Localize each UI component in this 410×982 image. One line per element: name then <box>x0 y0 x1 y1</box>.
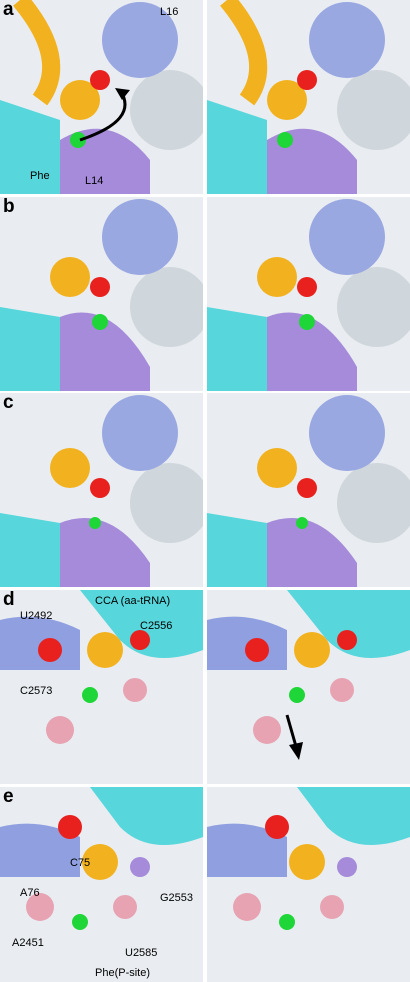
molecular-render <box>0 0 203 194</box>
panel-letter: b <box>3 197 15 217</box>
panel-letter: c <box>3 393 14 413</box>
stereo-left-image <box>0 0 203 194</box>
stereo-right-image <box>207 0 410 194</box>
molecular-render <box>0 393 203 587</box>
label-a76: A76 <box>20 887 40 899</box>
panel-c: c <box>0 393 410 587</box>
stereo-left-image <box>0 197 203 391</box>
label-u2492: U2492 <box>20 610 53 622</box>
molecular-render <box>207 590 410 784</box>
stereo-left-image <box>0 787 203 982</box>
panel-d: d U2492 CCA (aa-tRNA) C2556 C2573 <box>0 590 410 784</box>
molecular-render <box>207 0 410 194</box>
panel-letter: a <box>3 0 14 20</box>
stereo-right-image <box>207 393 410 587</box>
molecular-render <box>0 197 203 391</box>
stereo-left-image <box>0 590 203 784</box>
label-cca: CCA (aa-tRNA) <box>95 595 171 607</box>
panel-e: e C75 A76 G2553 A2451 U2585 Phe(P-site) <box>0 787 410 982</box>
molecular-render <box>207 197 410 391</box>
panel-a: a L16 Phe L14 <box>0 0 410 194</box>
panel-letter: e <box>3 787 14 807</box>
molecular-render <box>0 787 203 982</box>
label-l16: L16 <box>160 6 179 18</box>
label-c75: C75 <box>70 857 91 869</box>
molecular-render <box>207 393 410 587</box>
molecular-render <box>207 787 410 982</box>
stereo-left-image <box>0 393 203 587</box>
stereo-right-image <box>207 197 410 391</box>
label-phe-p-site: Phe(P-site) <box>95 967 151 979</box>
label-c2556: C2556 <box>140 620 173 632</box>
label-g2553: G2553 <box>160 892 194 904</box>
stereo-right-image <box>207 787 410 982</box>
stereo-right-image <box>207 590 410 784</box>
label-u2585: U2585 <box>125 947 158 959</box>
label-phe: Phe <box>30 170 50 182</box>
label-c2573: C2573 <box>20 685 53 697</box>
label-a2451: A2451 <box>12 937 44 949</box>
panel-letter: d <box>3 590 15 610</box>
molecular-render <box>0 590 203 784</box>
panel-b: b <box>0 197 410 391</box>
label-l14: L14 <box>85 175 104 187</box>
